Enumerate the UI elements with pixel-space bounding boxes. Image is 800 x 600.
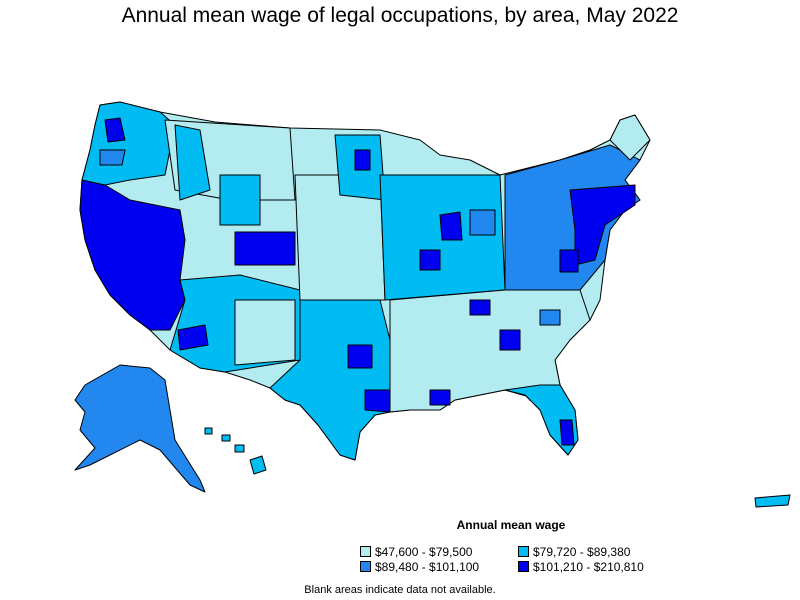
portland-area [99,149,126,166]
nyc-boston-corridor [569,184,636,266]
midwest-metro-2 [419,249,441,271]
minneapolis-area [354,149,371,171]
hawaii-big-island [249,455,267,475]
nashville-area [469,299,491,316]
legend-swatch-3 [360,561,371,572]
atlanta-area [499,329,521,351]
legend-item-1: $47,600 - $79,500 [360,546,472,559]
dallas-area [347,344,373,369]
new-orleans-area [429,389,451,406]
legend-item-2: $79,720 - $89,380 [518,546,630,559]
legend-swatch-2 [518,546,529,557]
map-title: Annual mean wage of legal occupations, b… [121,4,679,27]
legend-label-1: $47,600 - $79,500 [375,545,473,559]
legend-item-4: $101,210 - $210,810 [518,561,644,574]
pacific-northwest-region [81,101,176,186]
hawaii-islands [204,427,245,453]
legend-label-3: $89,480 - $101,100 [375,560,480,574]
charlotte-area [539,309,561,326]
colorado-region [234,231,296,266]
legend-label-4: $101,210 - $210,810 [533,560,644,574]
maine-region [609,114,651,161]
chicago-area [439,211,463,241]
legend-title: Annual mean wage [456,518,566,532]
seattle-area [104,117,126,143]
west-coast-region [79,179,186,331]
midwest-metro-1 [469,209,496,236]
alaska [74,364,206,493]
houston-area [364,389,391,413]
legend-label-2: $79,720 - $89,380 [533,545,631,559]
puerto-rico [754,494,791,508]
legend-item-3: $89,480 - $101,100 [360,561,479,574]
south-florida-area [559,419,575,446]
new-mexico-region [234,299,296,366]
arizona-phoenix-area [177,324,209,351]
wyoming-region [219,174,261,226]
legend-swatch-1 [360,546,371,557]
florida-region [504,384,579,456]
dc-area [559,249,579,273]
legend-swatch-4 [518,561,529,572]
idaho-region [174,124,211,201]
footnote: Blank areas indicate data not available. [304,584,496,596]
